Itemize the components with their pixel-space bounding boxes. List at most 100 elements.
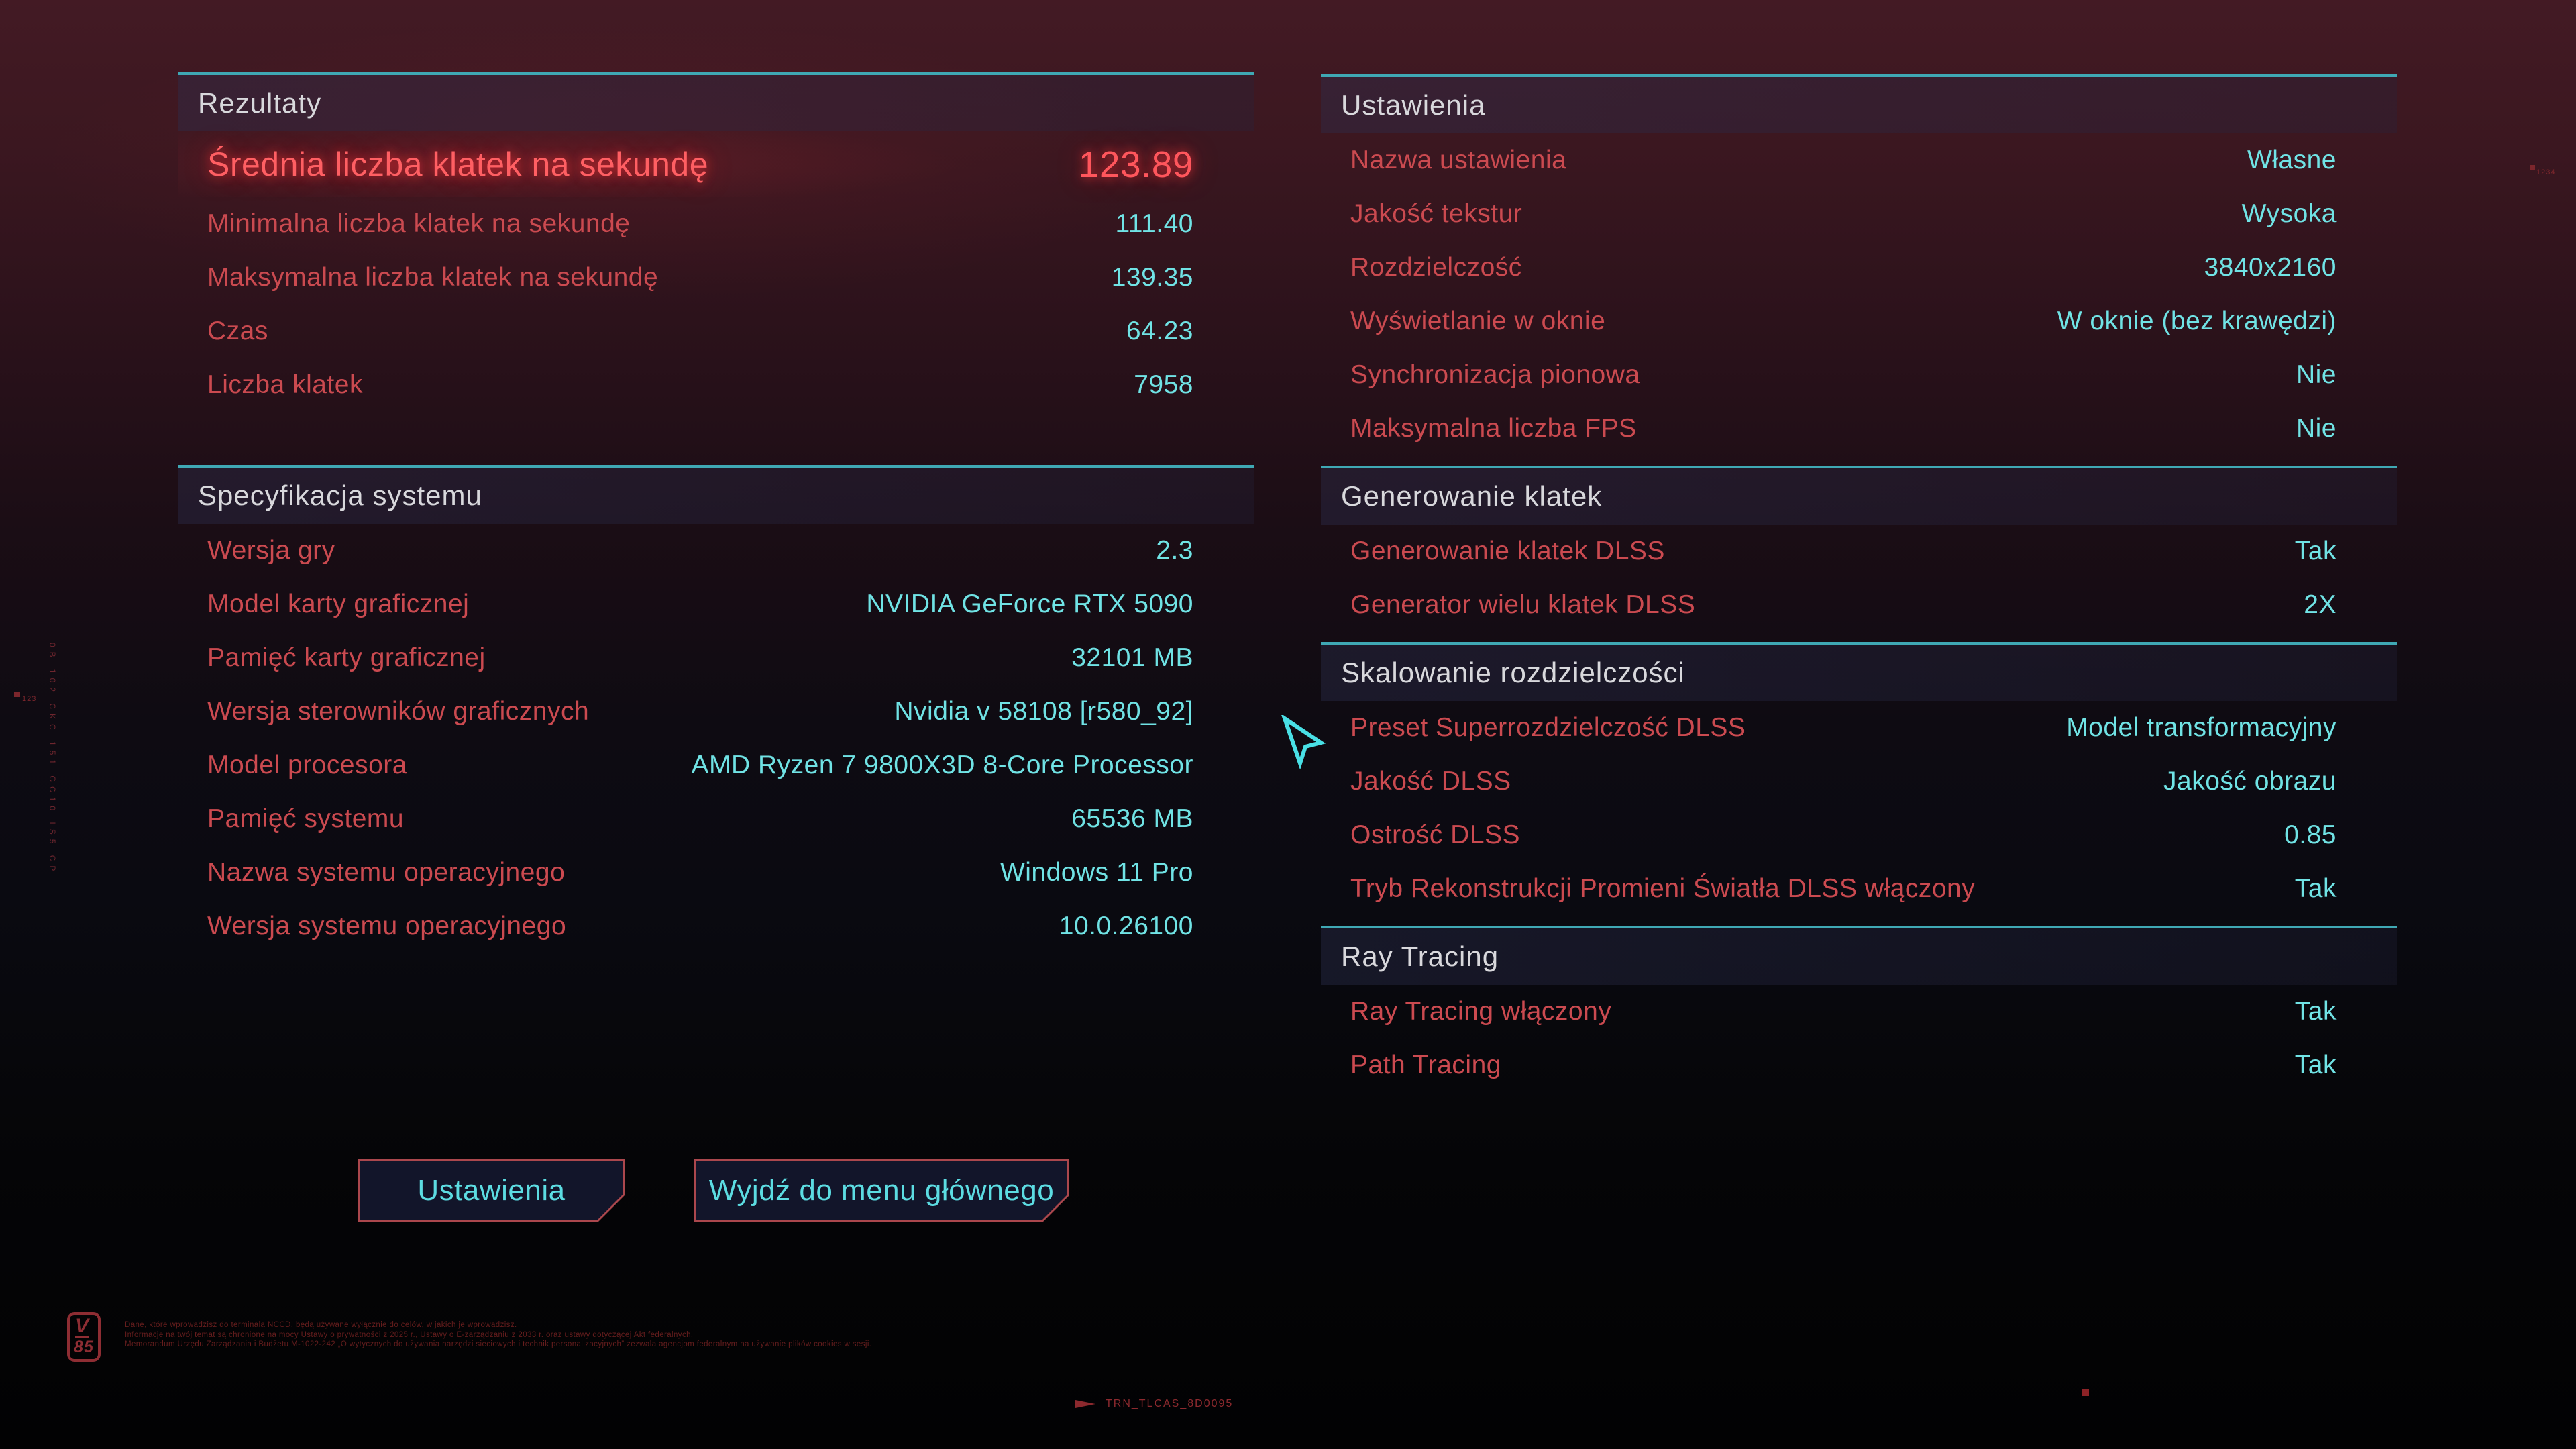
row-value: 64.23 — [1126, 317, 1193, 345]
row-label: Jakość tekstur — [1350, 199, 1523, 228]
section-rows: Ray Tracing włączony Tak Path Tracing Tak — [1321, 985, 2397, 1092]
section-title: Specyfikacja systemu — [178, 468, 1254, 524]
table-row: Maksymalna liczba klatek na sekundę 139.3… — [178, 251, 1254, 305]
row-label: Liczba klatek — [207, 370, 363, 399]
settings-button-fill — [360, 1161, 623, 1220]
section-title-text: Generowanie klatek — [1341, 480, 1603, 512]
table-row: Ostrość DLSS 0.85 — [1321, 808, 2397, 862]
v85-logo: V 85 — [67, 1312, 101, 1362]
section-title-text: Ustawienia — [1341, 89, 1486, 121]
row-label: Ostrość DLSS — [1350, 820, 1521, 849]
row-value: 0.85 — [2284, 820, 2337, 849]
table-row: Jakość DLSS Jakość obrazu — [1321, 755, 2397, 808]
section-title-text: Skalowanie rozdzielczości — [1341, 657, 1685, 688]
table-row: Ray Tracing włączony Tak — [1321, 985, 2397, 1038]
row-label: Minimalna liczba klatek na sekundę — [207, 209, 631, 238]
row-label: Nazwa ustawienia — [1350, 146, 1567, 174]
row-value: 2X — [2304, 590, 2337, 619]
row-label: Wersja sterowników graficznych — [207, 697, 590, 726]
row-value: 65536 MB — [1071, 804, 1193, 833]
row-value: W oknie (bez krawędzi) — [2057, 307, 2337, 335]
v85-logo-top: V — [75, 1315, 89, 1338]
section-title: Skalowanie rozdzielczości — [1321, 645, 2397, 701]
transaction-id-text: TRN_TLCAS_8D0095 — [1106, 1398, 1234, 1409]
row-value: 7958 — [1134, 370, 1193, 399]
section-resolution-scaling: Skalowanie rozdzielczości Preset Superroz… — [1321, 642, 2397, 916]
row-label: Maksymalna liczba klatek na sekundę — [207, 263, 659, 292]
table-row: Liczba klatek 7958 — [178, 358, 1254, 412]
table-row: Wersja systemu operacyjnego 10.0.26100 — [178, 900, 1254, 953]
legal-line: Informacje na twój temat są chronione na… — [125, 1330, 694, 1339]
legal-line: Memorandum Urzędu Zarządzania i Budżetu … — [125, 1340, 872, 1348]
row-value: 10.0.26100 — [1059, 912, 1193, 941]
section-divider-line — [1321, 642, 2397, 645]
row-value: Wysoka — [2241, 199, 2337, 228]
table-row: Wyświetlanie w oknie W oknie (bez krawędz… — [1321, 294, 2397, 348]
section-divider-line — [178, 465, 1254, 468]
settings-button-label: Ustawienia — [417, 1174, 566, 1207]
section-frame-generation: Generowanie klatek Generowanie klatek DLS… — [1321, 466, 2397, 632]
exit-to-main-menu-button[interactable]: Wyjdź do menu głównego — [694, 1159, 1069, 1222]
section-rows: Średnia liczba klatek na sekundę 123.89 Mi… — [178, 131, 1254, 412]
section-divider-line — [1321, 466, 2397, 468]
row-value: 139.35 — [1111, 263, 1193, 292]
row-value: 32101 MB — [1071, 643, 1193, 672]
row-label: Średnia liczba klatek na sekundę — [207, 146, 709, 183]
section-rows: Generowanie klatek DLSS Tak Generator wiel… — [1321, 525, 2397, 632]
row-value: Tak — [2294, 997, 2337, 1026]
row-label: Generowanie klatek DLSS — [1350, 537, 1665, 566]
table-row: Synchronizacja pionowa Nie — [1321, 348, 2397, 402]
section-system-spec: Specyfikacja systemu Wersja gry 2.3 Model k… — [178, 465, 1254, 953]
row-value: Nvidia v 58108 [r580_92] — [894, 697, 1193, 726]
settings-button[interactable]: Ustawienia — [358, 1159, 625, 1222]
row-value: NVIDIA GeForce RTX 5090 — [866, 590, 1193, 619]
row-label: Model karty graficznej — [207, 590, 470, 619]
row-label: Pamięć systemu — [207, 804, 405, 833]
section-divider-line — [178, 72, 1254, 75]
legal-line: Dane, które wprowadzisz do terminala NCC… — [125, 1321, 517, 1329]
row-value: Własne — [2247, 146, 2337, 174]
transaction-id-tag: TRN_TLCAS_8D0095 — [1075, 1398, 1233, 1410]
row-value: Nie — [2296, 414, 2337, 443]
section-title: Ray Tracing — [1321, 928, 2397, 985]
table-row: Wersja sterowników graficznych Nvidia v 5… — [178, 685, 1254, 739]
table-row: Model karty graficznej NVIDIA GeForce RTX… — [178, 578, 1254, 631]
row-value: AMD Ryzen 7 9800X3D 8-Core Processor — [691, 751, 1193, 780]
row-value: 111.40 — [1115, 209, 1193, 238]
table-row: Pamięć systemu 65536 MB — [178, 792, 1254, 846]
watermark-square-left — [14, 692, 20, 697]
section-title-text: Ray Tracing — [1341, 941, 1499, 972]
row-label: Synchronizacja pionowa — [1350, 360, 1640, 389]
table-row: Rozdzielczość 3840x2160 — [1321, 241, 2397, 294]
table-row: Pamięć karty graficznej 32101 MB — [178, 631, 1254, 685]
right-column: Ustawienia Nazwa ustawienia Własne Jakość t… — [1321, 74, 2397, 1102]
row-value: 123.89 — [1078, 144, 1193, 185]
legal-fine-print: Dane, które wprowadzisz do terminala NCC… — [125, 1320, 1802, 1350]
section-title: Rezultaty — [178, 75, 1254, 131]
section-rows: Preset Superrozdzielczość DLSS Model tran… — [1321, 701, 2397, 916]
footer-buttons: Ustawienia Wyjdź do menu głównego — [358, 1159, 1069, 1222]
table-row: Path Tracing Tak — [1321, 1038, 2397, 1092]
row-label: Rozdzielczość — [1350, 253, 1522, 282]
watermark-square-right — [2530, 165, 2535, 170]
arrow-right-icon — [1075, 1400, 1095, 1408]
section-results: Rezultaty Średnia liczba klatek na sekund… — [178, 72, 1254, 412]
row-label: Preset Superrozdzielczość DLSS — [1350, 713, 1746, 742]
row-label: Jakość DLSS — [1350, 767, 1511, 796]
row-value: Jakość obrazu — [2163, 767, 2337, 796]
row-label: Wersja gry — [207, 536, 335, 565]
section-divider-line — [1321, 926, 2397, 928]
table-row: Generator wielu klatek DLSS 2X — [1321, 578, 2397, 632]
row-label: Pamięć karty graficznej — [207, 643, 486, 672]
section-title-text: Specyfikacja systemu — [198, 480, 482, 511]
table-row-highlight: Średnia liczba klatek na sekundę 123.89 — [178, 131, 1254, 197]
table-row: Czas 64.23 — [178, 305, 1254, 358]
row-value: Nie — [2296, 360, 2337, 389]
row-label: Czas — [207, 317, 268, 345]
row-label: Maksymalna liczba FPS — [1350, 414, 1637, 443]
row-label: Path Tracing — [1350, 1051, 1501, 1079]
red-dot-marker — [2082, 1389, 2089, 1396]
section-rows: Nazwa ustawienia Własne Jakość tekstur Wyso… — [1321, 133, 2397, 455]
section-title: Generowanie klatek — [1321, 468, 2397, 525]
side-watermark-code: 0B 102 CKC 151 CC10 IS5 CP — [48, 643, 57, 876]
